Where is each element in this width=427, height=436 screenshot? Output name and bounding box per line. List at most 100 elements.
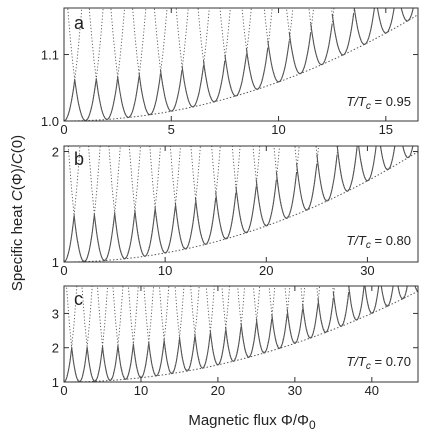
- branch-metastable-14: [336, 146, 358, 192]
- branch-stable-13: [331, 13, 355, 56]
- branch-metastable-20: [364, 286, 380, 315]
- branch-metastable-5: [153, 8, 189, 112]
- branch-stable-1: [71, 347, 88, 382]
- x-tick-label: 10: [158, 263, 172, 278]
- branch-stable-3: [114, 212, 136, 260]
- branch-metastable-3: [110, 8, 147, 119]
- panel-frame: [63, 7, 419, 122]
- temperature-annotation: T/Tc = 0.70: [346, 354, 411, 372]
- panel-a: 0 5 10 15 1.0 1.1 a T/Tc = 0.95: [41, 7, 419, 137]
- panel-frame: [63, 285, 419, 383]
- x-tick-label: 20: [259, 263, 273, 278]
- branch-stable-8: [178, 336, 196, 372]
- branch-stable-3: [117, 76, 140, 119]
- branch-stable-22: [397, 286, 408, 300]
- branch-stable-11: [225, 326, 242, 362]
- branch-stable-6: [174, 202, 197, 250]
- branch-metastable-5: [149, 146, 181, 254]
- branch-stable-21: [380, 286, 394, 307]
- y-tick-label: 1.1: [41, 48, 59, 63]
- x-axis-title: Magnetic flux Φ/Φ0: [188, 412, 316, 432]
- panel-letter: c: [74, 289, 83, 309]
- branch-stable-7: [163, 339, 180, 375]
- branch-metastable-10: [205, 286, 230, 366]
- branch-stable-13: [316, 154, 338, 202]
- panel-letter: a: [74, 13, 85, 33]
- branch-metastable-14: [268, 286, 291, 350]
- branch-stable-20: [364, 286, 380, 314]
- x-tick-label: 10: [271, 122, 285, 137]
- branch-stable-12: [310, 23, 333, 66]
- branch-stable-4: [138, 73, 162, 116]
- branch-stable-11: [275, 171, 298, 220]
- branch-stable-16: [400, 8, 414, 22]
- branch-stable-8: [224, 54, 247, 97]
- y-tick-label: 2: [52, 145, 59, 160]
- y-tick-label: 2: [52, 341, 59, 356]
- x-tick-label: 0: [60, 383, 67, 398]
- y-tick-label: 1: [52, 255, 59, 270]
- branch-stable-2: [93, 214, 116, 262]
- branch-metastable-5: [127, 286, 155, 379]
- envelope-curve: [64, 290, 418, 382]
- x-tick-label: 20: [211, 383, 225, 398]
- branch-stable-6: [148, 341, 165, 377]
- branch-stable-4: [134, 209, 156, 257]
- curves-c: [64, 286, 418, 382]
- branch-stable-10: [209, 330, 227, 366]
- branch-stable-11: [288, 32, 312, 75]
- y-axis-title: Specific heat C(Φ)/C(0): [9, 135, 26, 291]
- branch-stable-14: [353, 8, 375, 45]
- panel-b: 0 10 20 30 1 2 b T/Tc = 0.80: [52, 99, 427, 278]
- branch-stable-1: [74, 79, 97, 121]
- branch-stable-18: [418, 99, 427, 145]
- branch-stable-8: [215, 192, 237, 240]
- x-tick-label: 15: [379, 122, 393, 137]
- curves-a: [64, 8, 418, 121]
- branch-stable-9: [235, 186, 257, 234]
- temperature-annotation: T/Tc = 0.95: [346, 94, 411, 112]
- branch-metastable-2: [88, 146, 121, 262]
- branch-stable-19: [348, 286, 365, 321]
- branch-stable-18: [332, 292, 350, 328]
- branch-stable-15: [376, 8, 395, 34]
- branch-stable-7: [194, 197, 217, 245]
- branch-stable-15: [358, 146, 377, 182]
- branch-stable-15: [286, 309, 304, 345]
- branch-stable-10: [255, 179, 277, 227]
- branch-stable-12: [296, 163, 318, 211]
- branch-stable-5: [159, 69, 183, 112]
- temperature-annotation: T/Tc = 0.80: [346, 233, 411, 251]
- branch-stable-2: [95, 78, 119, 120]
- envelope-curve: [64, 14, 418, 121]
- branch-metastable-9: [190, 286, 215, 369]
- branch-stable-0: [64, 347, 73, 382]
- branch-stable-12: [240, 322, 257, 358]
- branch-stable-16: [379, 146, 396, 171]
- branch-metastable-3: [108, 146, 141, 260]
- branch-stable-2: [86, 346, 104, 382]
- x-tick-label: 5: [168, 122, 175, 137]
- branch-metastable-6: [169, 146, 201, 250]
- x-tick-label: 30: [288, 383, 302, 398]
- branch-metastable-4: [128, 146, 161, 257]
- branch-stable-5: [154, 206, 176, 254]
- branch-metastable-19: [348, 286, 365, 321]
- branch-metastable-12: [308, 8, 335, 66]
- branch-stable-0: [64, 215, 75, 262]
- branch-metastable-7: [190, 146, 221, 245]
- branch-stable-14: [271, 314, 288, 349]
- branch-metastable-6: [175, 8, 210, 108]
- y-tick-label: 1: [52, 375, 59, 390]
- branch-stable-13: [255, 318, 273, 354]
- panel-letter: b: [74, 149, 84, 169]
- branch-stable-14: [336, 146, 358, 192]
- x-tick-label: 40: [365, 383, 379, 398]
- y-tick-label: 1.0: [41, 114, 59, 129]
- branch-stable-6: [181, 65, 205, 108]
- x-tick-label: 0: [60, 122, 67, 137]
- branch-stable-16: [302, 303, 319, 339]
- branch-metastable-7: [158, 286, 185, 375]
